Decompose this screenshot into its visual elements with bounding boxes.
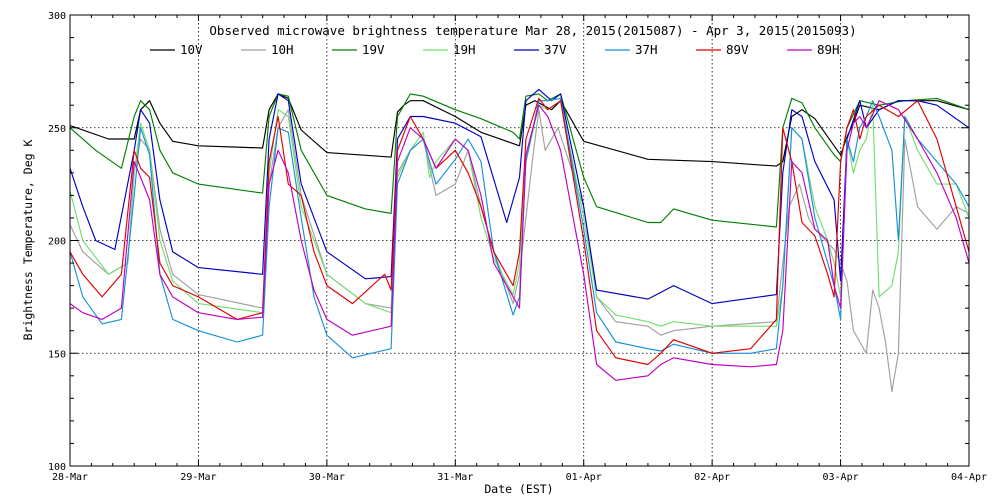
y-tick-label: 100 (48, 462, 66, 473)
data-lines (69, 88, 970, 393)
x-tick-label: 31-Mar (437, 472, 473, 483)
x-tick-label: 04-Apr (951, 472, 987, 483)
x-tick-label: 01-Apr (566, 472, 602, 483)
legend-label-89V: 89V (726, 42, 749, 57)
x-tick-label: 30-Mar (309, 472, 345, 483)
x-tick-label: 03-Apr (823, 472, 859, 483)
y-axis-label: Brightness Temperature, Deg K (21, 140, 35, 341)
y-tick-label: 250 (48, 124, 66, 135)
legend-label-10H: 10H (271, 42, 294, 57)
series-line-10V (69, 93, 970, 167)
legend-label-37H: 37H (635, 42, 658, 57)
x-tick-label: 02-Apr (694, 472, 730, 483)
series-line-19V (69, 93, 970, 228)
y-tick-label: 150 (48, 349, 66, 360)
legend-label-37V: 37V (544, 42, 567, 57)
y-tick-label: 200 (48, 237, 66, 248)
axis-ticks: 28-Mar 29-Mar 30-Mar 31-Mar 01-Apr 02-Apr 03-A… (48, 11, 987, 483)
series-line-89H (69, 100, 970, 381)
x-axis-label: Date (EST) (484, 482, 553, 496)
legend: 10V 10H 19V 19H 37V 37H 89V 89H (150, 42, 840, 57)
series-line-37H (69, 97, 970, 359)
legend-label-10V: 10V (180, 42, 203, 57)
legend-label-19H: 19H (453, 42, 476, 57)
series-line-37V (69, 88, 970, 305)
chart-title: Observed microwave brightness temperatur… (209, 23, 856, 38)
x-tick-label: 29-Mar (180, 472, 216, 483)
y-tick-label: 300 (48, 11, 66, 22)
legend-label-19V: 19V (362, 42, 385, 57)
legend-label-89H: 89H (817, 42, 840, 57)
x-tick-label: 28-Mar (52, 472, 88, 483)
